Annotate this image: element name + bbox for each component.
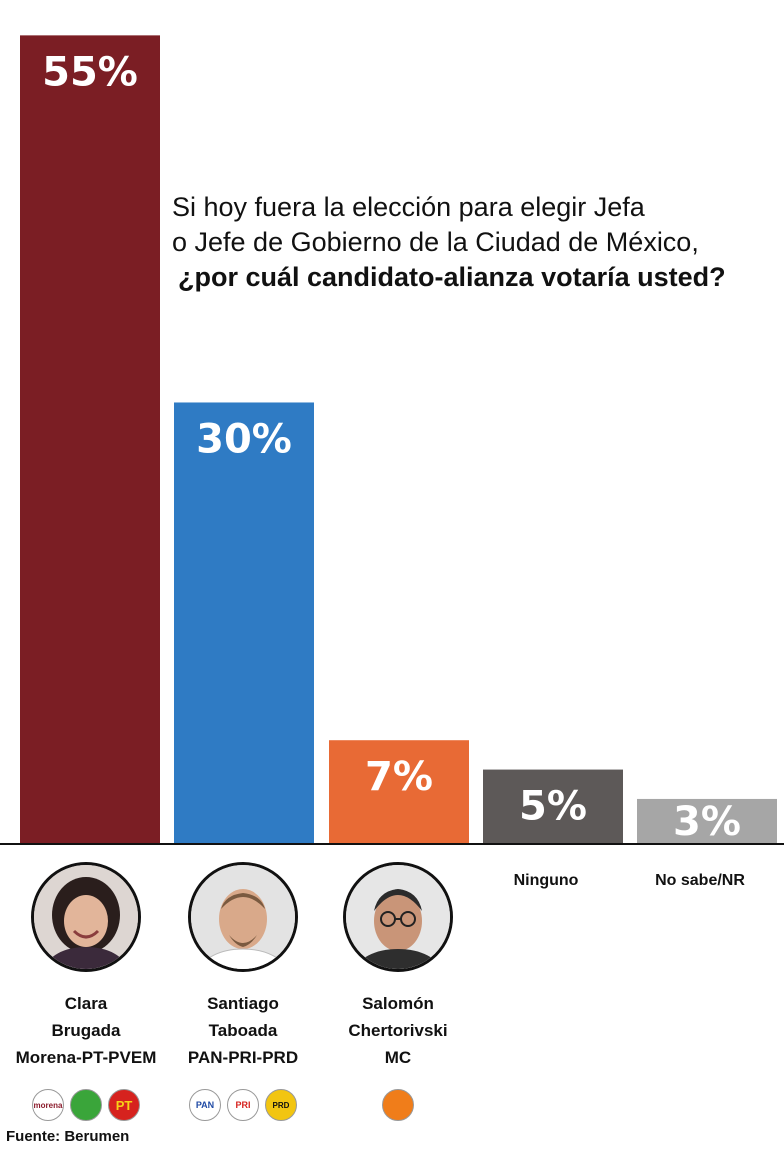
party-logos: PAN PRI PRD <box>168 1089 318 1125</box>
pt-logo: PT <box>108 1089 140 1121</box>
candidate-first-name: Clara <box>64 994 108 1013</box>
party-logos: morena PT <box>11 1089 161 1125</box>
candidate-taboada: Santiago Taboada PAN-PRI-PRD PAN PRI PRD <box>168 862 318 1125</box>
morena-logo: morena <box>32 1089 64 1121</box>
bar-3 <box>329 740 469 843</box>
question-line-1: Si hoy fuera la elección para elegir Jef… <box>172 192 645 222</box>
candidate-photo-chertorivski <box>343 862 453 972</box>
category-label-no-sabe: No sabe/NR <box>655 872 745 889</box>
prd-logo: PRD <box>265 1089 297 1121</box>
mc-logo <box>382 1089 414 1121</box>
bar-5 <box>637 798 777 843</box>
chart-question: Si hoy fuera la elección para elegir Jef… <box>172 190 784 295</box>
candidate-photo-brugada <box>31 862 141 972</box>
bar-value-label-1: 55% <box>42 49 138 95</box>
candidate-last-name: Chertorivski <box>348 1021 448 1040</box>
bar-value-label-2: 30% <box>196 416 292 462</box>
candidate-chertorivski: Salomón Chertorivski MC <box>323 862 473 1125</box>
bar-value-label-4: 5% <box>519 784 587 830</box>
candidate-photo-taboada <box>188 862 298 972</box>
candidate-brugada: Clara Brugada Morena-PT-PVEM morena PT <box>11 862 161 1125</box>
bar-chart: 55% 30% 7% 5% 3% <box>20 35 777 845</box>
candidate-first-name: Salomón <box>362 994 434 1013</box>
candidate-alliance: PAN-PRI-PRD <box>187 1048 299 1067</box>
candidate-first-name: Santiago <box>207 994 279 1013</box>
candidate-last-name: Taboada <box>208 1021 278 1040</box>
bar-value-label-3: 7% <box>365 754 433 800</box>
candidate-last-name: Brugada <box>51 1021 121 1040</box>
bar-4 <box>483 769 623 843</box>
candidate-alliance: MC <box>384 1048 412 1067</box>
category-label-ninguno: Ninguno <box>513 872 579 889</box>
question-line-3: ¿por cuál candidato-alianza votaría uste… <box>178 262 726 292</box>
bar-1 <box>20 35 160 844</box>
x-axis-baseline <box>0 843 784 845</box>
question-line-2: o Jefe de Gobierno de la Ciudad de Méxic… <box>172 227 699 257</box>
bar-value-label-5: 3% <box>673 799 741 845</box>
party-logos <box>323 1089 473 1125</box>
pri-logo: PRI <box>227 1089 259 1121</box>
candidate-alliance: Morena-PT-PVEM <box>15 1048 157 1067</box>
bar-2 <box>174 402 314 843</box>
pvem-logo <box>70 1089 102 1121</box>
pan-logo: PAN <box>189 1089 221 1121</box>
source-note: Fuente: Berumen <box>6 1128 130 1145</box>
